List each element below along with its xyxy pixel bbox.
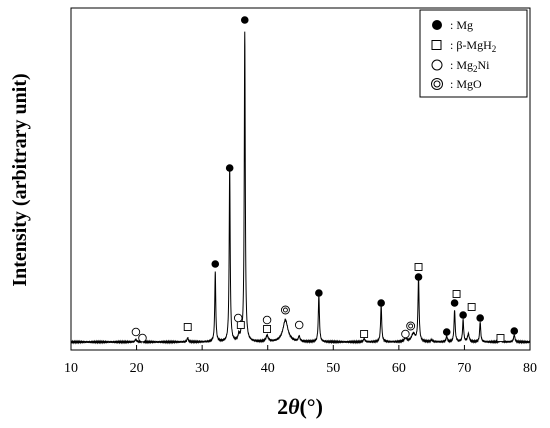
legend-label-mgh2: : β-MgH2 bbox=[450, 38, 496, 54]
open-square-marker-11 bbox=[183, 323, 192, 331]
double-circle-marker-26-inner bbox=[408, 323, 414, 329]
legend-filled-circle-marker bbox=[432, 20, 442, 30]
filled-circle-marker-9 bbox=[476, 314, 484, 322]
filled-circle-marker-10 bbox=[510, 327, 519, 335]
filled-circle-marker-7 bbox=[450, 299, 459, 307]
x-axis-title: 2θ(°) bbox=[277, 394, 323, 419]
filled-circle-marker-0 bbox=[211, 260, 220, 268]
legend: : Mg : β-MgH2 : Mg2Ni : MgO bbox=[419, 9, 528, 98]
double-circle-marker-26-outer bbox=[406, 321, 416, 331]
open-square-marker-16 bbox=[452, 290, 461, 298]
filled-circle-marker-3 bbox=[315, 289, 323, 297]
filled-circle-marker-5 bbox=[414, 273, 423, 281]
open-circle-marker-21 bbox=[233, 313, 243, 323]
phase-markers bbox=[131, 16, 519, 343]
filled-circle-marker-6 bbox=[442, 328, 451, 336]
plot-frame bbox=[70, 7, 531, 351]
filled-circle-marker-2 bbox=[240, 16, 249, 24]
filled-circle-marker-4 bbox=[377, 299, 385, 307]
open-square-marker-12 bbox=[236, 321, 245, 329]
x-tick-label-10: 10 bbox=[64, 361, 78, 376]
x-axis-ticks bbox=[70, 345, 531, 350]
legend-label-mg2ni: : Mg2Ni bbox=[450, 58, 490, 74]
double-circle-marker-25-inner bbox=[282, 307, 288, 313]
open-square-marker-15 bbox=[414, 263, 423, 271]
open-circle-marker-24 bbox=[401, 329, 410, 339]
open-square-marker-14 bbox=[360, 330, 369, 338]
x-tick-label-30: 30 bbox=[195, 361, 209, 376]
open-circle-marker-22 bbox=[262, 315, 272, 325]
double-circle-marker-25-outer bbox=[280, 305, 290, 315]
open-circle-marker-19 bbox=[131, 327, 141, 337]
x-tick-label-60: 60 bbox=[392, 361, 406, 376]
legend-label-mg: : Mg bbox=[450, 18, 473, 32]
open-square-marker-13 bbox=[263, 325, 272, 333]
filled-circle-marker-1 bbox=[225, 164, 234, 172]
open-square-marker-17 bbox=[467, 303, 476, 311]
legend-open-circle-marker bbox=[431, 59, 443, 71]
filled-circle-marker-8 bbox=[459, 311, 467, 319]
open-circle-marker-20 bbox=[138, 333, 147, 343]
x-tick-label-50: 50 bbox=[326, 361, 340, 376]
x-axis-tick-labels: 10 20 30 40 50 60 70 80 bbox=[64, 361, 537, 376]
open-square-marker-18 bbox=[496, 334, 505, 342]
x-tick-label-80: 80 bbox=[523, 361, 537, 376]
legend-double-circle-marker-outer bbox=[431, 78, 443, 90]
open-circle-marker-23 bbox=[294, 320, 304, 330]
x-tick-label-40: 40 bbox=[261, 361, 275, 376]
x-tick-label-70: 70 bbox=[457, 361, 471, 376]
legend-double-circle-marker-inner bbox=[433, 80, 441, 88]
y-axis-title: Intensity (arbitrary unit) bbox=[9, 73, 31, 286]
legend-open-square-marker bbox=[431, 40, 442, 50]
x-tick-label-20: 20 bbox=[130, 361, 144, 376]
legend-label-mgo: : MgO bbox=[450, 77, 482, 91]
xrd-pattern-line bbox=[70, 31, 531, 345]
